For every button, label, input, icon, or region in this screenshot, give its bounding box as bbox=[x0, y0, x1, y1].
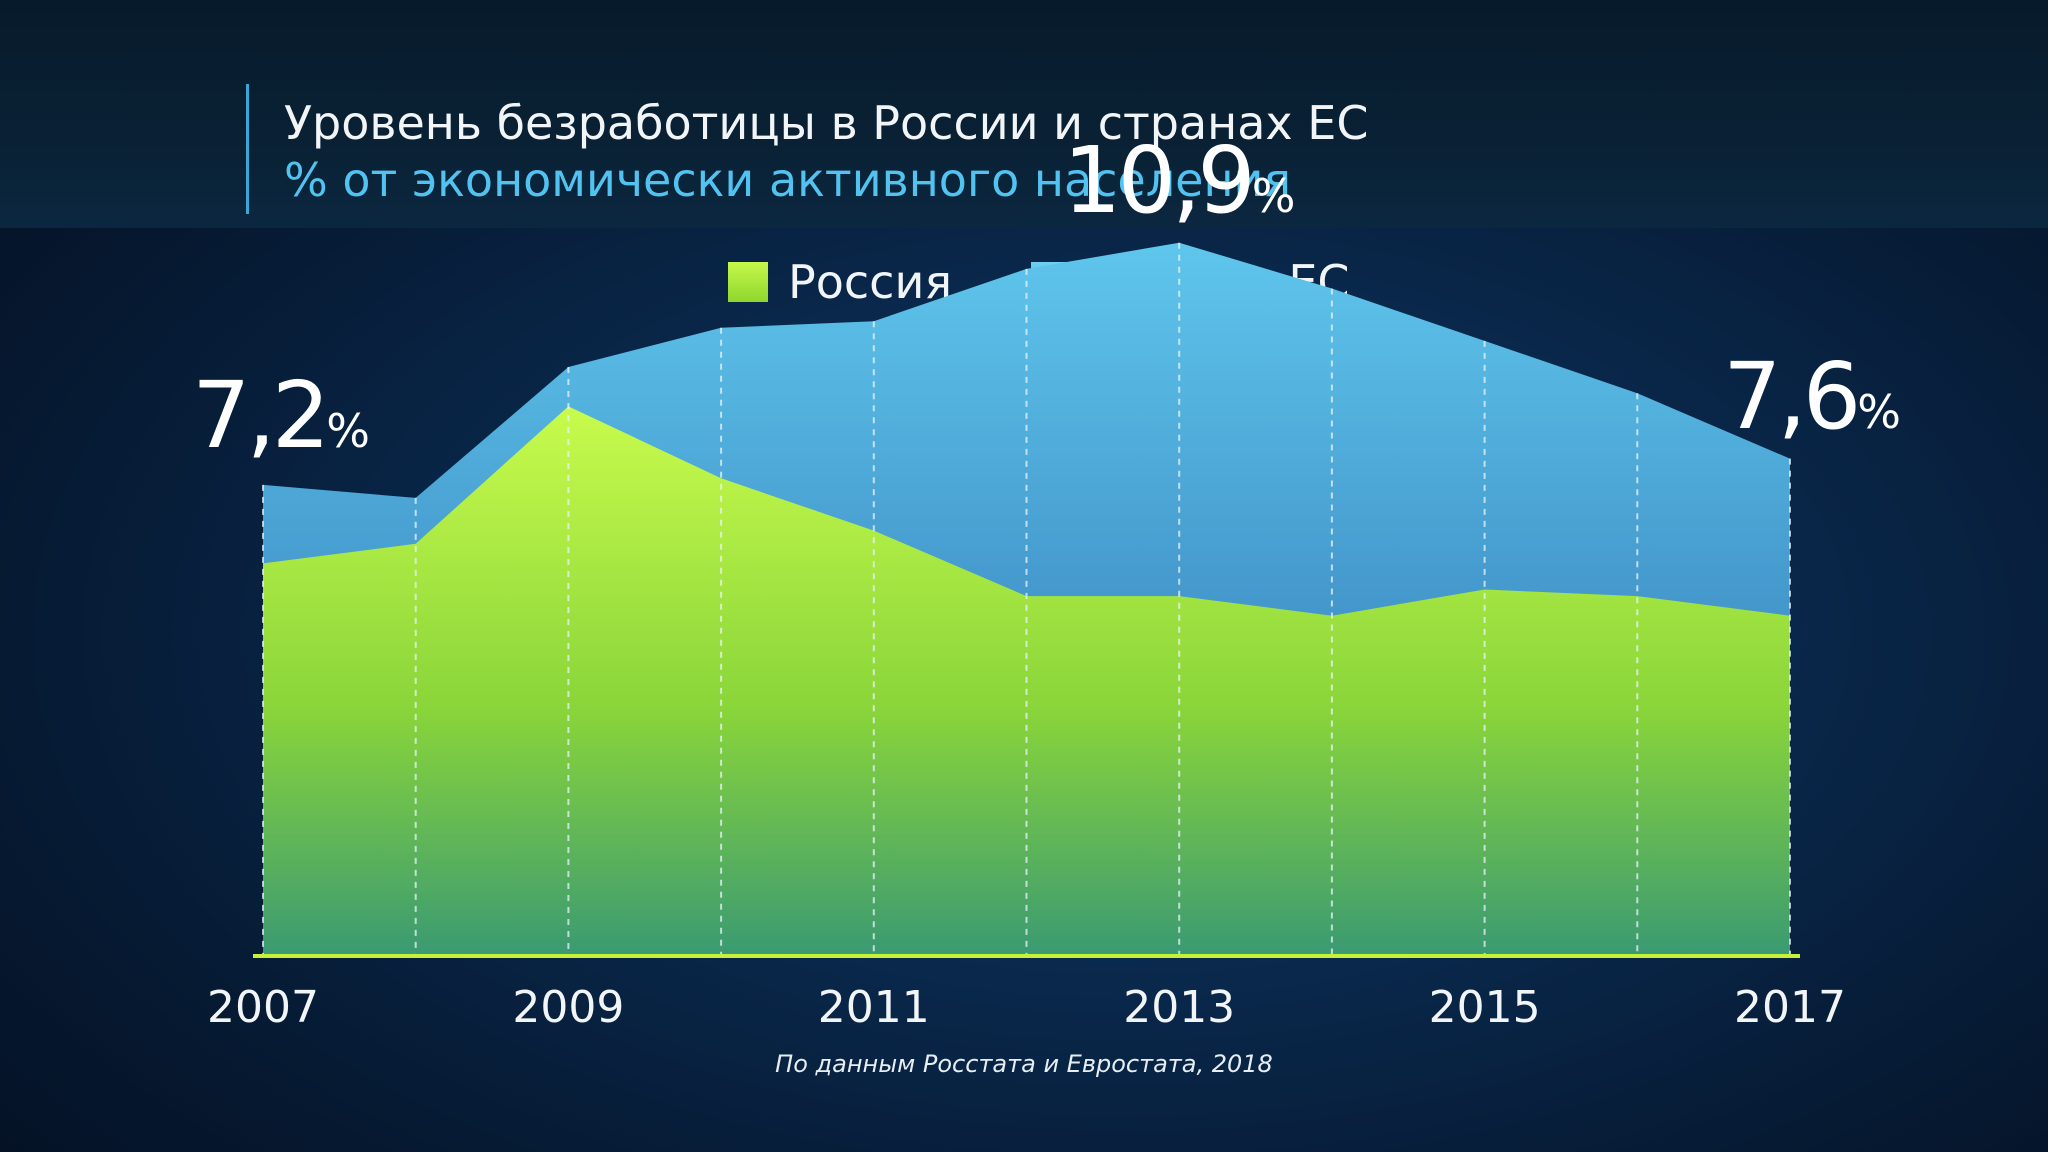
header-band bbox=[0, 0, 2048, 228]
value-label-2007-unit: % bbox=[326, 403, 371, 458]
chart-subtitle: % от экономически активного населения bbox=[284, 153, 1292, 207]
value-label-2013: 10,9% bbox=[1063, 134, 1296, 227]
x-tick-label-2015: 2015 bbox=[1429, 982, 1541, 1033]
value-label-2017: 7,6% bbox=[1723, 350, 1902, 443]
x-tick-label-2017: 2017 bbox=[1734, 982, 1846, 1033]
value-label-2013-unit: % bbox=[1251, 168, 1296, 223]
x-tick-label-2013: 2013 bbox=[1123, 982, 1235, 1033]
value-label-2007-number: 7,2 bbox=[191, 361, 330, 469]
x-tick-label-2007: 2007 bbox=[207, 982, 319, 1033]
x-tick-label-2011: 2011 bbox=[818, 982, 930, 1033]
legend-label-russia: Россия bbox=[788, 255, 953, 309]
value-label-2017-unit: % bbox=[1857, 384, 1902, 439]
chart-title: Уровень безработицы в России и странах Е… bbox=[284, 96, 1369, 150]
legend-item-russia: Россия bbox=[728, 252, 952, 312]
source-note: По данным Росстата и Евростата, 2018 bbox=[775, 1050, 1273, 1078]
header-divider bbox=[246, 84, 249, 214]
value-label-2013-number: 10,9 bbox=[1062, 126, 1256, 234]
value-label-2007: 7,2% bbox=[192, 369, 371, 462]
value-label-2017-number: 7,6 bbox=[1722, 342, 1861, 450]
x-tick-label-2009: 2009 bbox=[512, 982, 624, 1033]
legend-swatch-russia bbox=[728, 262, 768, 302]
